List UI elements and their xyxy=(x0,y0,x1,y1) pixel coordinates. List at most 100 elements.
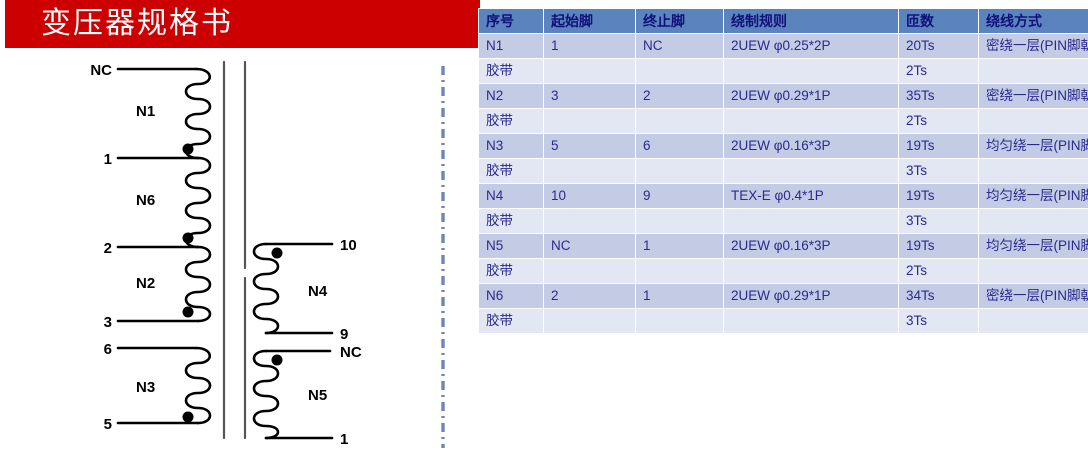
cell-start-pin: NC xyxy=(543,233,636,259)
dot-n1 xyxy=(182,143,194,155)
cell-index: N2 xyxy=(478,83,544,109)
table-row: 胶带 2Ts xyxy=(478,258,1088,284)
coil-n4 xyxy=(252,242,280,335)
cell-winding-mode xyxy=(978,58,1088,84)
column-header-winding-mode: 绕线方式 xyxy=(978,8,1088,34)
cell-start-pin xyxy=(543,108,636,134)
cell-start-pin: 3 xyxy=(543,83,636,109)
cell-winding-mode: 密绕一层(PIN脚朝外) xyxy=(978,83,1088,109)
polarity-dots xyxy=(182,143,283,423)
cell-index: 胶带 xyxy=(478,208,544,234)
cell-winding-mode: 密绕一层(PIN脚朝外) xyxy=(978,33,1088,59)
dot-n4 xyxy=(271,247,283,259)
cell-start-pin: 10 xyxy=(543,183,636,209)
coil-n6 xyxy=(184,156,212,249)
cell-turns: 2Ts xyxy=(898,58,979,84)
cell-winding-mode xyxy=(978,308,1088,334)
cell-start-pin: 5 xyxy=(543,133,636,159)
table-row: 胶带 3Ts xyxy=(478,158,1088,184)
cell-winding-mode xyxy=(978,208,1088,234)
cell-winding-mode xyxy=(978,258,1088,284)
cell-wire-spec xyxy=(723,208,899,234)
cell-index: N6 xyxy=(478,283,544,309)
cell-winding-mode: 密绕一层(PIN脚朝外) xyxy=(978,283,1088,309)
cell-turns: 34Ts xyxy=(898,283,979,309)
table-row: 胶带 2Ts xyxy=(478,58,1088,84)
winding-label-n5: N5 xyxy=(308,387,327,404)
winding-label-n2: N2 xyxy=(136,275,155,292)
cell-wire-spec: TEX-E φ0.4*1P xyxy=(723,183,899,209)
pin-label-5-left: 5 xyxy=(104,416,112,433)
pin-label-2-left: 2 xyxy=(104,240,112,257)
cell-wire-spec xyxy=(723,108,899,134)
cell-index: 胶带 xyxy=(478,108,544,134)
table-row: 胶带 2Ts xyxy=(478,108,1088,134)
pin-label-nc-right: NC xyxy=(340,344,362,361)
cell-end-pin: 1 xyxy=(635,233,724,259)
coil-n2 xyxy=(184,245,212,323)
table-row: 胶带 3Ts xyxy=(478,308,1088,334)
cell-turns: 35Ts xyxy=(898,83,979,109)
pin-label-1-left: 1 xyxy=(104,151,112,168)
cell-wire-spec: 2UEW φ0.29*1P xyxy=(723,283,899,309)
cell-end-pin xyxy=(635,308,724,334)
winding-label-n4: N4 xyxy=(308,283,328,300)
cell-end-pin: 1 xyxy=(635,283,724,309)
cell-start-pin: 2 xyxy=(543,283,636,309)
cell-end-pin xyxy=(635,58,724,84)
cell-wire-spec xyxy=(723,308,899,334)
cell-turns: 19Ts xyxy=(898,233,979,259)
dot-n6 xyxy=(182,232,194,244)
cell-wire-spec: 2UEW φ0.16*3P xyxy=(723,233,899,259)
cell-end-pin xyxy=(635,158,724,184)
cell-winding-mode: 均匀绕一层(PIN脚朝外) xyxy=(978,233,1088,259)
cell-end-pin: 2 xyxy=(635,83,724,109)
column-header-turns: 匝数 xyxy=(898,8,979,34)
cell-start-pin xyxy=(543,308,636,334)
cell-winding-mode xyxy=(978,158,1088,184)
cell-wire-spec: 2UEW φ0.16*3P xyxy=(723,133,899,159)
cell-turns: 3Ts xyxy=(898,208,979,234)
cell-end-pin: 6 xyxy=(635,133,724,159)
cell-index: N5 xyxy=(478,233,544,259)
cell-winding-mode xyxy=(978,108,1088,134)
cell-winding-mode: 均匀绕一层(PIN脚朝外) xyxy=(978,183,1088,209)
cell-end-pin xyxy=(635,258,724,284)
column-header-wire-spec: 绕制规则 xyxy=(723,8,899,34)
table-header-row: 序号 起始脚 终止脚 绕制规则 匝数 绕线方式 xyxy=(478,8,1088,34)
cell-turns: 19Ts xyxy=(898,133,979,159)
table-row: 胶带 3Ts xyxy=(478,208,1088,234)
pin-label-10-right: 10 xyxy=(340,237,357,254)
transformer-schematic: NC 1 2 3 6 5 10 9 NC 1 N1 N6 N2 N3 N4 N5 xyxy=(90,60,445,448)
cell-index: N4 xyxy=(478,183,544,209)
cell-turns: 20Ts xyxy=(898,33,979,59)
cell-start-pin xyxy=(543,58,636,84)
cell-wire-spec: 2UEW φ0.25*2P xyxy=(723,33,899,59)
cell-end-pin: NC xyxy=(635,33,724,59)
column-header-start-pin: 起始脚 xyxy=(543,8,636,34)
winding-label-n3: N3 xyxy=(136,379,155,396)
cell-winding-mode: 均匀绕一层(PIN脚朝外) xyxy=(978,133,1088,159)
cell-index: N1 xyxy=(478,33,544,59)
cell-end-pin: 9 xyxy=(635,183,724,209)
pin-label-1-right: 1 xyxy=(340,431,348,448)
cell-turns: 2Ts xyxy=(898,108,979,134)
cell-start-pin xyxy=(543,208,636,234)
winding-label-n6: N6 xyxy=(136,192,155,209)
cell-turns: 3Ts xyxy=(898,158,979,184)
coil-n3 xyxy=(184,346,212,425)
pin-label-3-left: 3 xyxy=(104,314,112,331)
title-banner: 变压器规格书 xyxy=(5,0,480,48)
winding-spec-table: 序号 起始脚 终止脚 绕制规则 匝数 绕线方式 N1 1 NC 2UEW φ0.25*… xyxy=(478,8,1088,334)
pin-label-6-left: 6 xyxy=(104,341,112,358)
cell-wire-spec: 2UEW φ0.29*1P xyxy=(723,83,899,109)
cell-index: 胶带 xyxy=(478,158,544,184)
pin-label-nc-left: NC xyxy=(90,62,112,79)
